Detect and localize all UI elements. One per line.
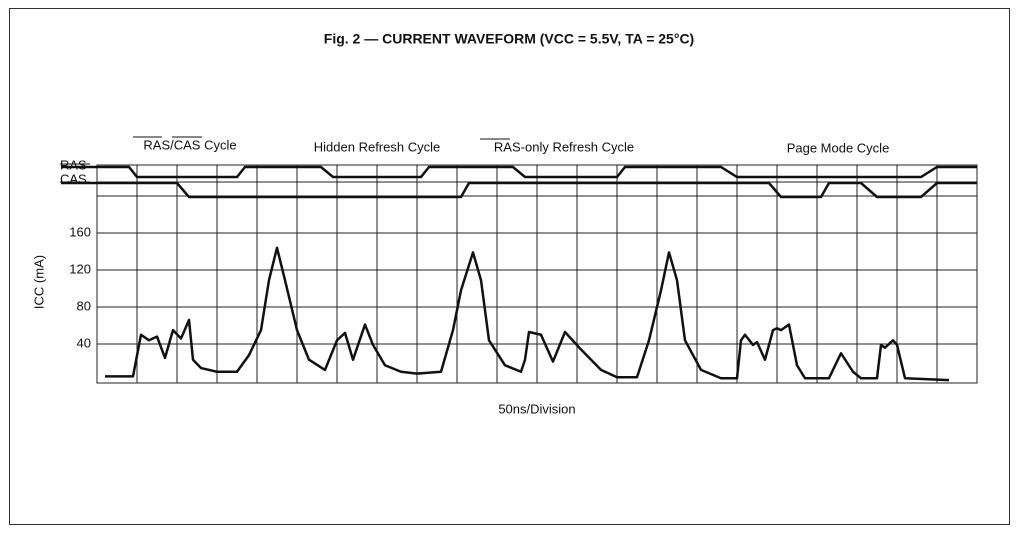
y-tick-label: 40 bbox=[77, 335, 91, 350]
chart-title: Fig. 2 — CURRENT WAVEFORM (VCC = 5.5V, T… bbox=[324, 31, 694, 47]
y-tick-label: 160 bbox=[69, 224, 91, 239]
annotation: RAS-only Refresh Cycle bbox=[494, 139, 634, 154]
y-tick-label: 120 bbox=[69, 261, 91, 276]
signal-label: RAS bbox=[60, 157, 87, 172]
annotation: Page Mode Cycle bbox=[787, 140, 890, 155]
frame bbox=[9, 8, 1010, 525]
annotation: RAS/CAS Cycle bbox=[143, 137, 236, 152]
signal-line bbox=[61, 165, 977, 179]
y-axis-label: ICC (mA) bbox=[31, 255, 46, 309]
y-tick-label: 80 bbox=[77, 298, 91, 313]
line bbox=[105, 246, 950, 382]
annotation: Hidden Refresh Cycle bbox=[314, 139, 440, 154]
x-axis-label: 50ns/Division bbox=[498, 401, 575, 416]
signal-line bbox=[61, 181, 977, 199]
